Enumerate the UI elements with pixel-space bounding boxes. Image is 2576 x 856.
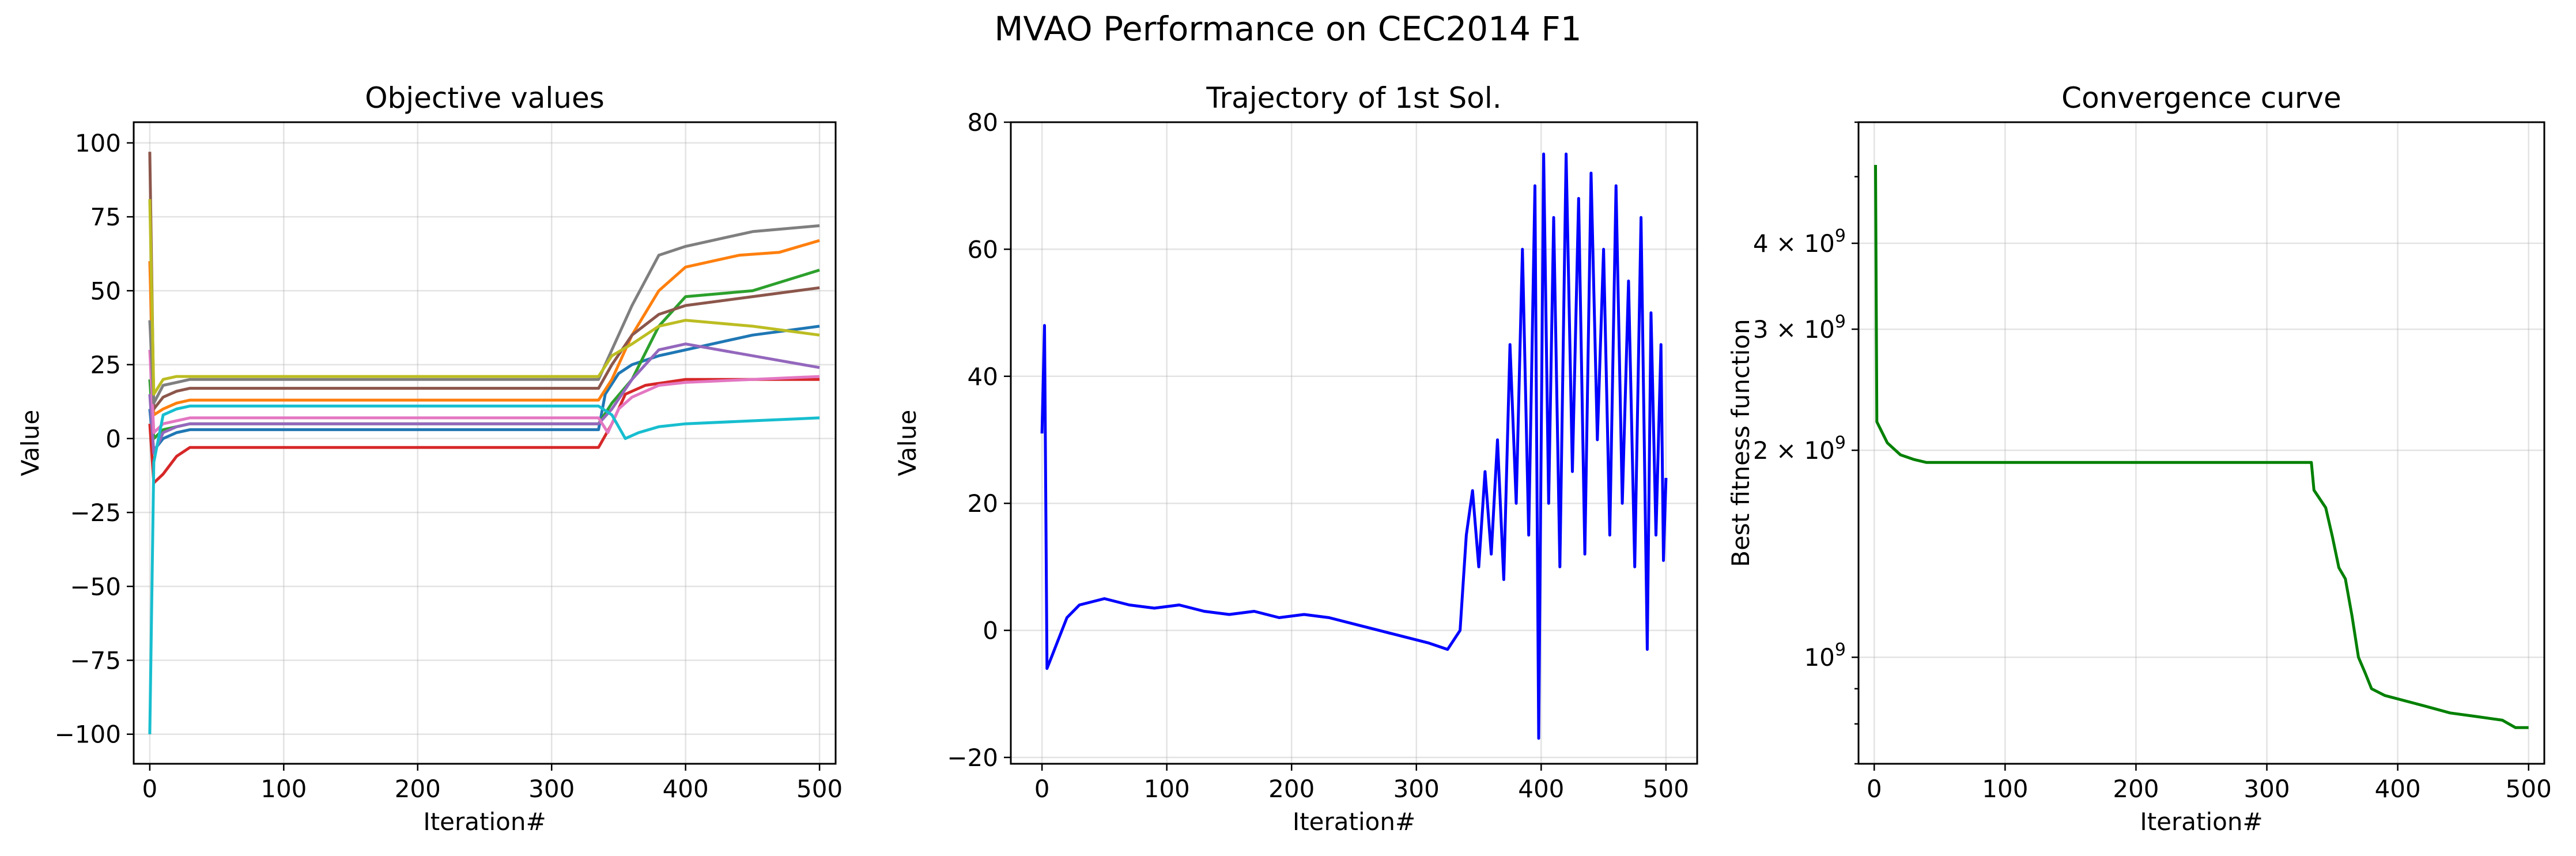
chart-title: Objective values [365,81,605,115]
x-tick-label: 200 [395,775,441,803]
x-tick-label: 300 [1393,775,1440,803]
series-line-3 [148,269,820,440]
series-line-9 [148,199,820,396]
plot-frame [1010,121,1698,765]
y-tick-label: −25 [70,499,121,527]
series-line-1 [148,325,820,452]
y-tick-label: −50 [70,572,121,601]
x-tick-label: 0 [142,775,158,803]
y-tick-label: 80 [968,108,998,137]
x-tick-label: 400 [2375,775,2421,803]
y-tick-label: 20 [968,489,998,518]
y-tick-label: −20 [947,744,998,772]
series-line-5 [148,342,820,455]
y-tick-label: 40 [968,363,998,391]
x-axis-label: Iteration# [1293,808,1415,836]
series-line-6 [148,152,820,410]
chart-title: Trajectory of 1st Sol. [1206,81,1501,115]
x-axis-label: Iteration# [2140,808,2263,836]
y-axis-label: Best fitness function [1727,319,1755,567]
series-line-1 [1040,152,1668,740]
x-tick-label: 500 [2506,775,2552,803]
x-tick-label: 100 [1144,775,1190,803]
x-tick-label: 500 [1643,775,1689,803]
x-tick-label: 300 [2243,775,2290,803]
x-tick-label: 100 [260,775,307,803]
x-tick-label: 200 [1268,775,1315,803]
x-tick-label: 400 [1518,775,1564,803]
plot-frame [1857,121,2545,765]
y-axis-label: Value [16,410,44,476]
y-axis-label: Value [893,410,921,476]
x-tick-label: 500 [796,775,843,803]
chart-panel-2: 0 100 200 300 400 500 −20 0 20 40 60 80 Trajectory o… [893,81,1698,836]
y-tick-label: 0 [983,617,998,645]
chart-panel-1: 0 100 200 300 400 500 −100 −75 −50 −25 0 25 50 75 100 O… [16,81,843,836]
x-tick-label: 0 [1867,775,1882,803]
y-tick-label: 2 × 109 [1753,433,1846,465]
x-tick-label: 400 [663,775,709,803]
y-tick-label: 0 [105,425,121,453]
y-tick-label: 100 [75,129,121,157]
x-axis-label: Iteration# [423,808,546,836]
plot-frame [133,121,837,765]
y-tick-label: −75 [70,646,121,674]
series-line-10 [148,404,820,734]
y-tick-label: −100 [55,721,121,749]
y-tick-label: 75 [90,203,121,231]
x-tick-label: 0 [1034,775,1050,803]
y-tick-label: 50 [90,277,121,305]
x-tick-label: 100 [1982,775,2028,803]
y-tick-label: 60 [968,235,998,263]
chart-title: Convergence curve [2061,81,2341,115]
y-tick-label: 3 × 109 [1753,312,1846,344]
series-line-1 [1874,165,2529,729]
x-tick-label: 200 [2113,775,2159,803]
x-tick-label: 300 [528,775,575,803]
series-line-2 [148,239,820,417]
series-line-4 [148,378,820,485]
y-tick-label: 25 [90,351,121,379]
figure-suptitle: MVAO Performance on CEC2014 F1 [994,9,1581,48]
y-tick-label: 4 × 109 [1753,226,1846,258]
series-line-7 [148,349,820,434]
